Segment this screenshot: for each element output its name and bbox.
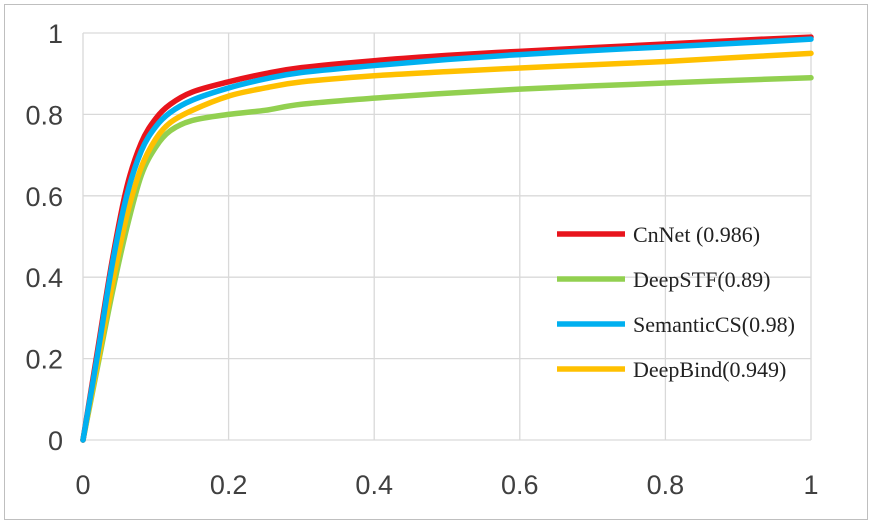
series-line-2	[80, 36, 814, 443]
roc-line-chart: 0 0.2 0.4 0.6 0.8 1 0 0.2 0.4 0.6 0.8 1 CnNet (0.98…	[25, 19, 818, 500]
x-tick-label: 1	[803, 470, 818, 500]
legend-label: SemanticCS(0.98)	[633, 312, 795, 337]
series-line-3	[80, 50, 814, 443]
y-tick-label: 0.8	[25, 100, 63, 130]
legend-label: DeepSTF(0.89)	[633, 267, 770, 292]
y-tick-label: 1	[48, 19, 63, 49]
x-tick-label: 0.2	[210, 470, 248, 500]
x-tick-label: 0.4	[355, 470, 393, 500]
tick-labels: 0 0.2 0.4 0.6 0.8 1 0 0.2 0.4 0.6 0.8 1	[25, 19, 818, 500]
x-tick-label: 0.6	[501, 470, 539, 500]
x-tick-label: 0	[75, 470, 90, 500]
legend: CnNet (0.986) DeepSTF(0.89) SemanticCS(0.9…	[557, 222, 795, 382]
x-tick-label: 0.8	[647, 470, 685, 500]
y-tick-label: 0.4	[25, 263, 63, 293]
legend-label: CnNet (0.986)	[633, 222, 760, 247]
y-tick-label: 0.2	[25, 345, 63, 375]
y-tick-label: 0.6	[25, 182, 63, 212]
series-line-1	[80, 75, 814, 443]
chart-frame: 0 0.2 0.4 0.6 0.8 1 0 0.2 0.4 0.6 0.8 1 CnNet (0.98…	[4, 4, 868, 520]
legend-label: DeepBind(0.949)	[633, 357, 786, 382]
series-lines	[80, 34, 814, 443]
y-tick-label: 0	[48, 426, 63, 456]
